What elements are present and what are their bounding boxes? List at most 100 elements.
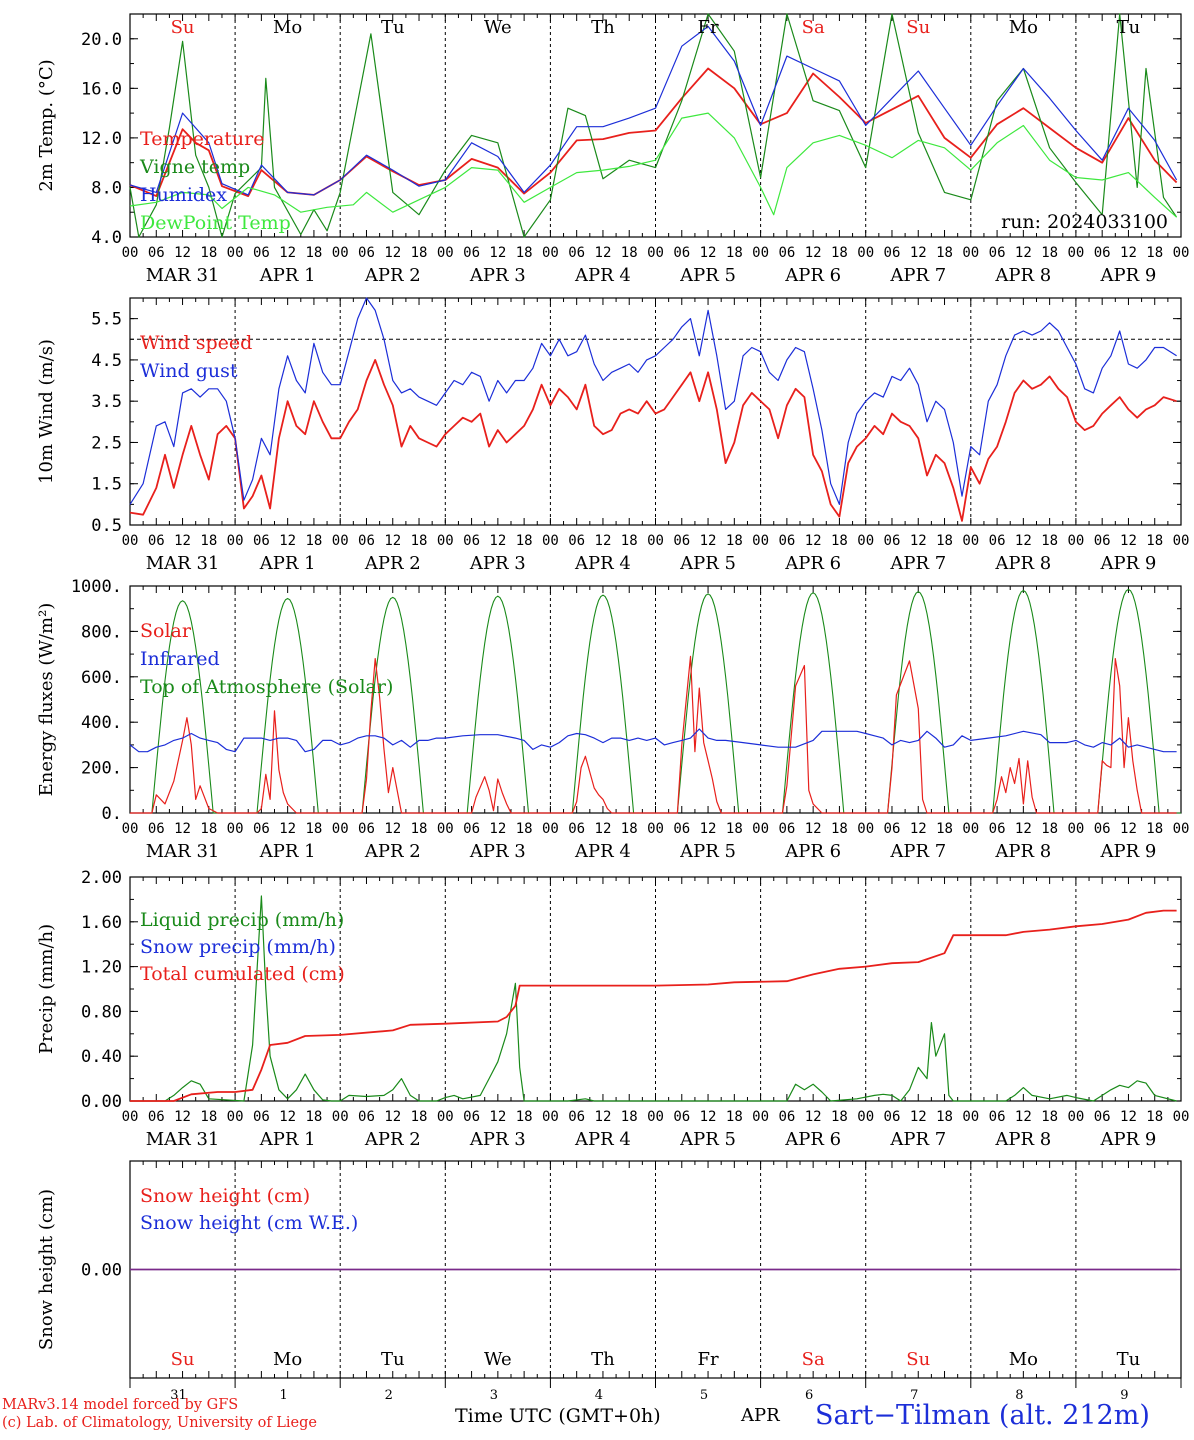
y-axis-title: Snow height (cm) bbox=[36, 1189, 57, 1350]
x-hour-label: 12 bbox=[489, 245, 506, 261]
x-hour-label: 12 bbox=[174, 245, 191, 261]
station-name: Sart−Tilman (alt. 212m) bbox=[815, 1400, 1150, 1431]
weekday-label: Mo bbox=[1009, 1349, 1038, 1370]
weekday-label: We bbox=[484, 1349, 512, 1370]
x-hour-label: 18 bbox=[200, 1109, 217, 1125]
y-tick-label: 5.5 bbox=[91, 310, 122, 330]
x-hour-label: 18 bbox=[411, 245, 428, 261]
x-hour-label: 18 bbox=[200, 821, 217, 837]
x-date-label: APR 4 bbox=[574, 553, 631, 574]
x-date-label: APR 2 bbox=[364, 841, 421, 862]
y-tick-label: 2.5 bbox=[91, 433, 122, 453]
x-hour-label: 00 bbox=[542, 533, 559, 549]
x-date-label: MAR 31 bbox=[146, 1129, 220, 1150]
y-tick-label: 4.0 bbox=[91, 228, 122, 248]
x-hour-label: 06 bbox=[673, 821, 690, 837]
x-hour-label: 00 bbox=[1067, 245, 1084, 261]
x-hour-label: 00 bbox=[437, 821, 454, 837]
run-label: run: 2024033100 bbox=[1001, 211, 1168, 233]
y-tick-label: 0. bbox=[102, 804, 122, 824]
x-hour-label: 12 bbox=[384, 245, 401, 261]
x-hour-label: 00 bbox=[542, 1109, 559, 1125]
day-number-label: 2 bbox=[385, 1388, 393, 1403]
x-date-label: APR 9 bbox=[1100, 553, 1157, 574]
x-hour-label: 12 bbox=[489, 1109, 506, 1125]
weekday-label: Su bbox=[171, 17, 195, 38]
weekday-label: Tu bbox=[1117, 17, 1141, 38]
x-date-label: APR 7 bbox=[889, 265, 946, 286]
x-hour-label: 00 bbox=[437, 245, 454, 261]
x-hour-label: 18 bbox=[305, 245, 322, 261]
x-hour-label: 00 bbox=[962, 245, 979, 261]
x-date-label: APR 3 bbox=[469, 841, 526, 862]
x-hour-label: 00 bbox=[227, 533, 244, 549]
x-hour-label: 18 bbox=[411, 533, 428, 549]
x-hour-label: 18 bbox=[831, 245, 848, 261]
x-hour-label: 12 bbox=[384, 533, 401, 549]
x-hour-label: 00 bbox=[1067, 533, 1084, 549]
series-line-infrared bbox=[129, 728, 1177, 753]
y-axis-title: Energy fluxes (W/m²) bbox=[36, 603, 57, 797]
x-date-label: MAR 31 bbox=[146, 265, 220, 286]
x-hour-label: 00 bbox=[122, 245, 139, 261]
x-hour-label: 00 bbox=[857, 533, 874, 549]
x-date-label: APR 8 bbox=[994, 553, 1051, 574]
x-hour-label: 06 bbox=[568, 821, 585, 837]
x-hour-label: 18 bbox=[726, 245, 743, 261]
x-hour-label: 12 bbox=[700, 245, 717, 261]
day-number-label: 8 bbox=[1015, 1388, 1023, 1403]
weekday-label: Th bbox=[591, 17, 615, 38]
x-hour-label: 12 bbox=[1015, 1109, 1032, 1125]
x-hour-label: 18 bbox=[726, 533, 743, 549]
x-hour-label: 12 bbox=[805, 1109, 822, 1125]
x-date-label: APR 5 bbox=[679, 265, 736, 286]
y-tick-label: 0.80 bbox=[81, 1002, 122, 1022]
x-hour-label: 00 bbox=[752, 821, 769, 837]
x-hour-label: 18 bbox=[936, 533, 953, 549]
x-hour-label: 18 bbox=[200, 533, 217, 549]
x-hour-label: 18 bbox=[621, 1109, 638, 1125]
panel-4 bbox=[129, 876, 1182, 1102]
x-date-label: APR 7 bbox=[889, 553, 946, 574]
x-hour-label: 18 bbox=[1146, 821, 1163, 837]
x-hour-label: 18 bbox=[831, 1109, 848, 1125]
x-hour-label: 06 bbox=[989, 245, 1006, 261]
x-hour-label: 00 bbox=[1173, 1109, 1190, 1125]
x-hour-label: 12 bbox=[700, 821, 717, 837]
x-date-label: APR 7 bbox=[889, 1129, 946, 1150]
y-tick-label: 800. bbox=[81, 622, 122, 642]
x-hour-label: 00 bbox=[1173, 245, 1190, 261]
series-line-solar bbox=[130, 655, 1177, 814]
x-hour-label: 06 bbox=[463, 245, 480, 261]
x-hour-label: 00 bbox=[542, 821, 559, 837]
x-hour-label: 12 bbox=[910, 1109, 927, 1125]
series-line-total-cumulated-cm- bbox=[130, 909, 1177, 1102]
x-date-label: APR 3 bbox=[469, 265, 526, 286]
y-tick-label: 4.5 bbox=[91, 351, 122, 371]
weekday-label: We bbox=[484, 17, 512, 38]
x-hour-label: 00 bbox=[1173, 821, 1190, 837]
day-number-label: 3 bbox=[490, 1388, 498, 1403]
y-tick-label: 0.40 bbox=[81, 1047, 122, 1067]
day-number-label: 1 bbox=[280, 1388, 288, 1403]
legend-label: Top of Atmosphere (Solar) bbox=[140, 676, 393, 698]
x-hour-label: 12 bbox=[279, 821, 296, 837]
x-hour-label: 06 bbox=[778, 245, 795, 261]
x-date-label: APR 9 bbox=[1100, 265, 1157, 286]
x-hour-label: 00 bbox=[647, 821, 664, 837]
y-tick-label: 1.5 bbox=[91, 475, 122, 495]
x-hour-label: 12 bbox=[1120, 245, 1137, 261]
x-hour-label: 12 bbox=[910, 245, 927, 261]
series-line-wind-gust bbox=[129, 297, 1177, 505]
legend-label: Temperature bbox=[140, 128, 264, 150]
x-date-label: APR 4 bbox=[574, 1129, 631, 1150]
x-date-label: APR 4 bbox=[574, 265, 631, 286]
y-tick-label: 3.5 bbox=[91, 392, 122, 412]
x-hour-label: 18 bbox=[1041, 1109, 1058, 1125]
x-hour-label: 06 bbox=[1094, 245, 1111, 261]
panel-2 bbox=[129, 297, 1182, 526]
panel-3 bbox=[129, 585, 1182, 814]
legend-label: Solar bbox=[140, 620, 192, 642]
legend-label: Humidex bbox=[140, 184, 227, 206]
